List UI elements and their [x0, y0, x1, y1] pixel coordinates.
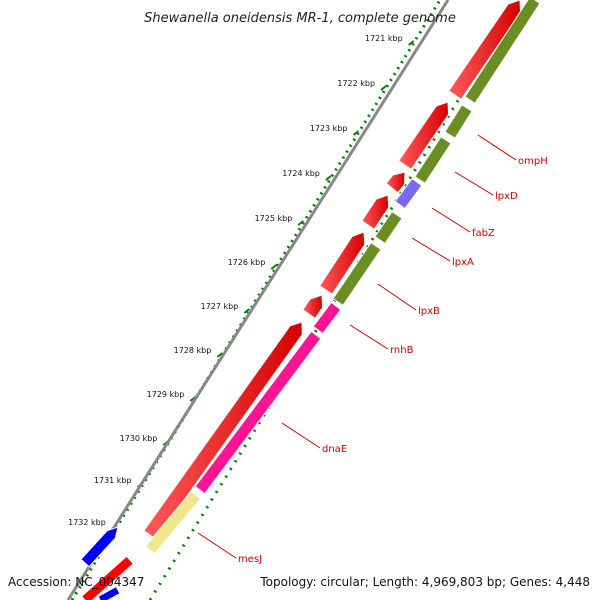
gene-leader-line	[411, 237, 451, 262]
ruler-tick	[297, 220, 304, 226]
tick-label: 1721 kbp	[365, 34, 403, 43]
tick-label: 1726 kbp	[228, 258, 266, 267]
tick-label: 1722 kbp	[337, 79, 375, 88]
gene-label: rnhB	[390, 345, 414, 356]
accession-text: Accession: NC_004347	[8, 575, 144, 589]
tick-label: 1730 kbp	[120, 434, 158, 443]
gene-label: lpxD	[495, 191, 518, 202]
cog-segment	[332, 241, 382, 307]
tick-label: 1728 kbp	[174, 346, 212, 355]
ruler-tick	[216, 352, 223, 358]
tick-label: 1731 kbp	[94, 476, 132, 485]
ruler-tick	[270, 264, 277, 270]
gene-label: dnaE	[322, 444, 347, 455]
tick-label: 1732 kbp	[68, 518, 106, 527]
gene-label: ompH	[518, 156, 548, 167]
backbone-line	[66, 0, 450, 600]
tick-label: 1723 kbp	[310, 124, 348, 133]
blue-feature	[80, 526, 119, 568]
cog-segment	[414, 136, 452, 184]
cds-arrow	[385, 171, 406, 194]
cds-arrow	[398, 101, 450, 170]
cog-segment-purple	[394, 177, 423, 210]
ruler-tick	[243, 308, 250, 314]
cog-segment-pink	[194, 330, 322, 495]
gene-leader-line	[431, 207, 471, 233]
ruler-tick	[408, 40, 415, 46]
gene-label: mesJ	[238, 554, 262, 565]
tick-label: 1724 kbp	[282, 169, 320, 178]
cog-segment	[374, 210, 403, 245]
map-title: Shewanella oneidensis MR-1, complete gen…	[144, 11, 456, 26]
ruler-tick	[380, 85, 387, 91]
ruler-tick	[352, 130, 360, 136]
ruler-tick	[325, 175, 332, 181]
topology-text: Topology: circular; Length: 4,969,803 bp…	[259, 575, 590, 589]
blue-feature-lower	[97, 585, 121, 600]
gene-leader-line	[281, 422, 321, 449]
cog-segment-yellow	[144, 490, 202, 555]
cds-arrow	[143, 321, 303, 541]
tick-label: 1729 kbp	[147, 390, 185, 399]
cog-segment	[444, 104, 473, 139]
tick-label: 1725 kbp	[255, 214, 293, 223]
gene-leader-line	[454, 171, 494, 196]
cog-segment	[464, 0, 541, 104]
gene-leader-line	[197, 532, 237, 559]
cds-arrow	[361, 194, 390, 230]
cds-arrow	[302, 294, 324, 319]
gene-leader-line	[477, 134, 517, 161]
gene-label: fabZ	[472, 228, 495, 239]
cds-arrow	[319, 231, 366, 295]
tick-label: 1727 kbp	[201, 302, 239, 311]
feature-tracks	[66, 0, 541, 600]
cds-arrow-lower	[80, 555, 135, 600]
dotted-line-outer	[70, 0, 442, 600]
gene-leader-line	[349, 324, 389, 350]
gene-label: lpxA	[452, 257, 474, 268]
cog-segment-pink	[312, 301, 342, 335]
gene-leader-line	[377, 283, 417, 311]
gene-label: lpxB	[418, 306, 440, 317]
gene-labels: ompH lpxD fabZ lpxA lpxB rnhB dnaE mesJ	[197, 134, 548, 565]
